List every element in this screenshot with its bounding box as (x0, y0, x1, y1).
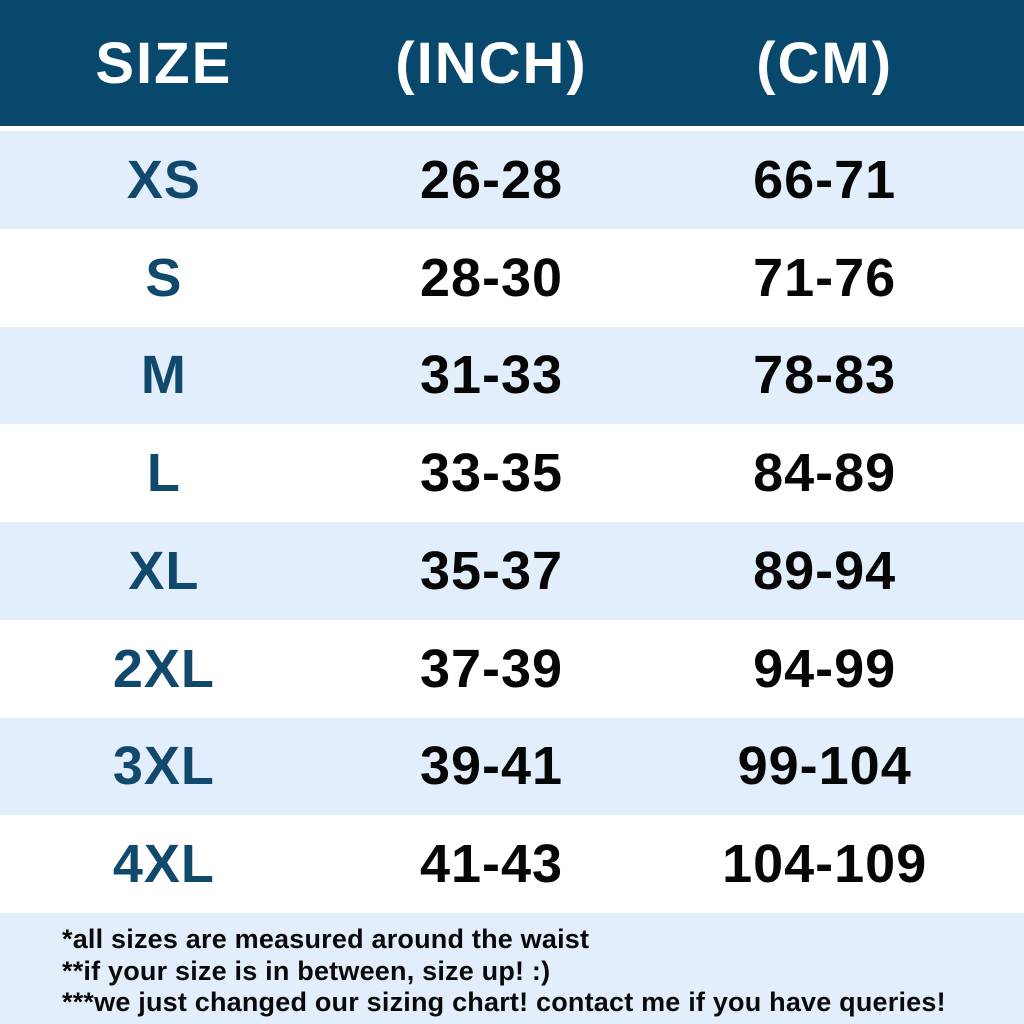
cm-cell: 66-71 (753, 149, 897, 210)
size-cell: 3XL (112, 736, 215, 797)
table-header-row: SIZE (INCH) (CM) (0, 0, 1024, 126)
table-row: XS 26-28 66-71 (0, 131, 1024, 229)
size-cell: M (140, 345, 187, 406)
cm-cell: 84-89 (753, 443, 897, 504)
inch-cell: 41-43 (419, 834, 564, 895)
column-header-cm: (CM) (756, 30, 894, 96)
size-cell: 4XL (112, 834, 215, 895)
cm-cell: 99-104 (737, 736, 912, 797)
footnote-size-up: **if your size is in between, size up! :… (62, 955, 551, 986)
cm-cell: 71-76 (753, 247, 897, 308)
inch-cell: 33-35 (419, 443, 564, 504)
size-cell: 2XL (112, 638, 215, 699)
table-row: XL 35-37 89-94 (0, 522, 1024, 620)
footnote-sizing-chart-changed: ***we just changed our sizing chart! con… (62, 987, 946, 1017)
inch-cell: 28-30 (419, 247, 564, 308)
column-header-inch: (INCH) (395, 30, 588, 96)
table-row: M 31-33 78-83 (0, 326, 1024, 425)
cm-cell: 89-94 (753, 540, 897, 601)
inch-cell: 26-28 (419, 149, 564, 210)
inch-cell: 39-41 (419, 736, 564, 797)
footnote-measured-around-waist: *all sizes are measured around the waist (62, 924, 590, 954)
cm-cell: 104-109 (722, 834, 928, 895)
size-cell: S (145, 247, 183, 308)
table-row: 2XL 37-39 94-99 (0, 620, 1024, 718)
cm-cell: 94-99 (753, 638, 897, 699)
footnotes-section: *all sizes are measured around the waist… (0, 913, 1024, 1024)
table-row: 3XL 39-41 99-104 (0, 717, 1024, 816)
size-cell: L (146, 443, 181, 504)
size-cell: XL (128, 540, 200, 601)
header-divider (0, 126, 1024, 131)
column-header-size: SIZE (95, 30, 233, 96)
table-row: S 28-30 71-76 (0, 229, 1024, 327)
inch-cell: 31-33 (419, 345, 564, 406)
table-row: L 33-35 84-89 (0, 424, 1024, 522)
cm-cell: 78-83 (753, 345, 897, 406)
inch-cell: 37-39 (419, 638, 564, 699)
inch-cell: 35-37 (419, 540, 564, 601)
size-cell: XS (126, 149, 201, 210)
table-row: 4XL 41-43 104-109 (0, 815, 1024, 913)
